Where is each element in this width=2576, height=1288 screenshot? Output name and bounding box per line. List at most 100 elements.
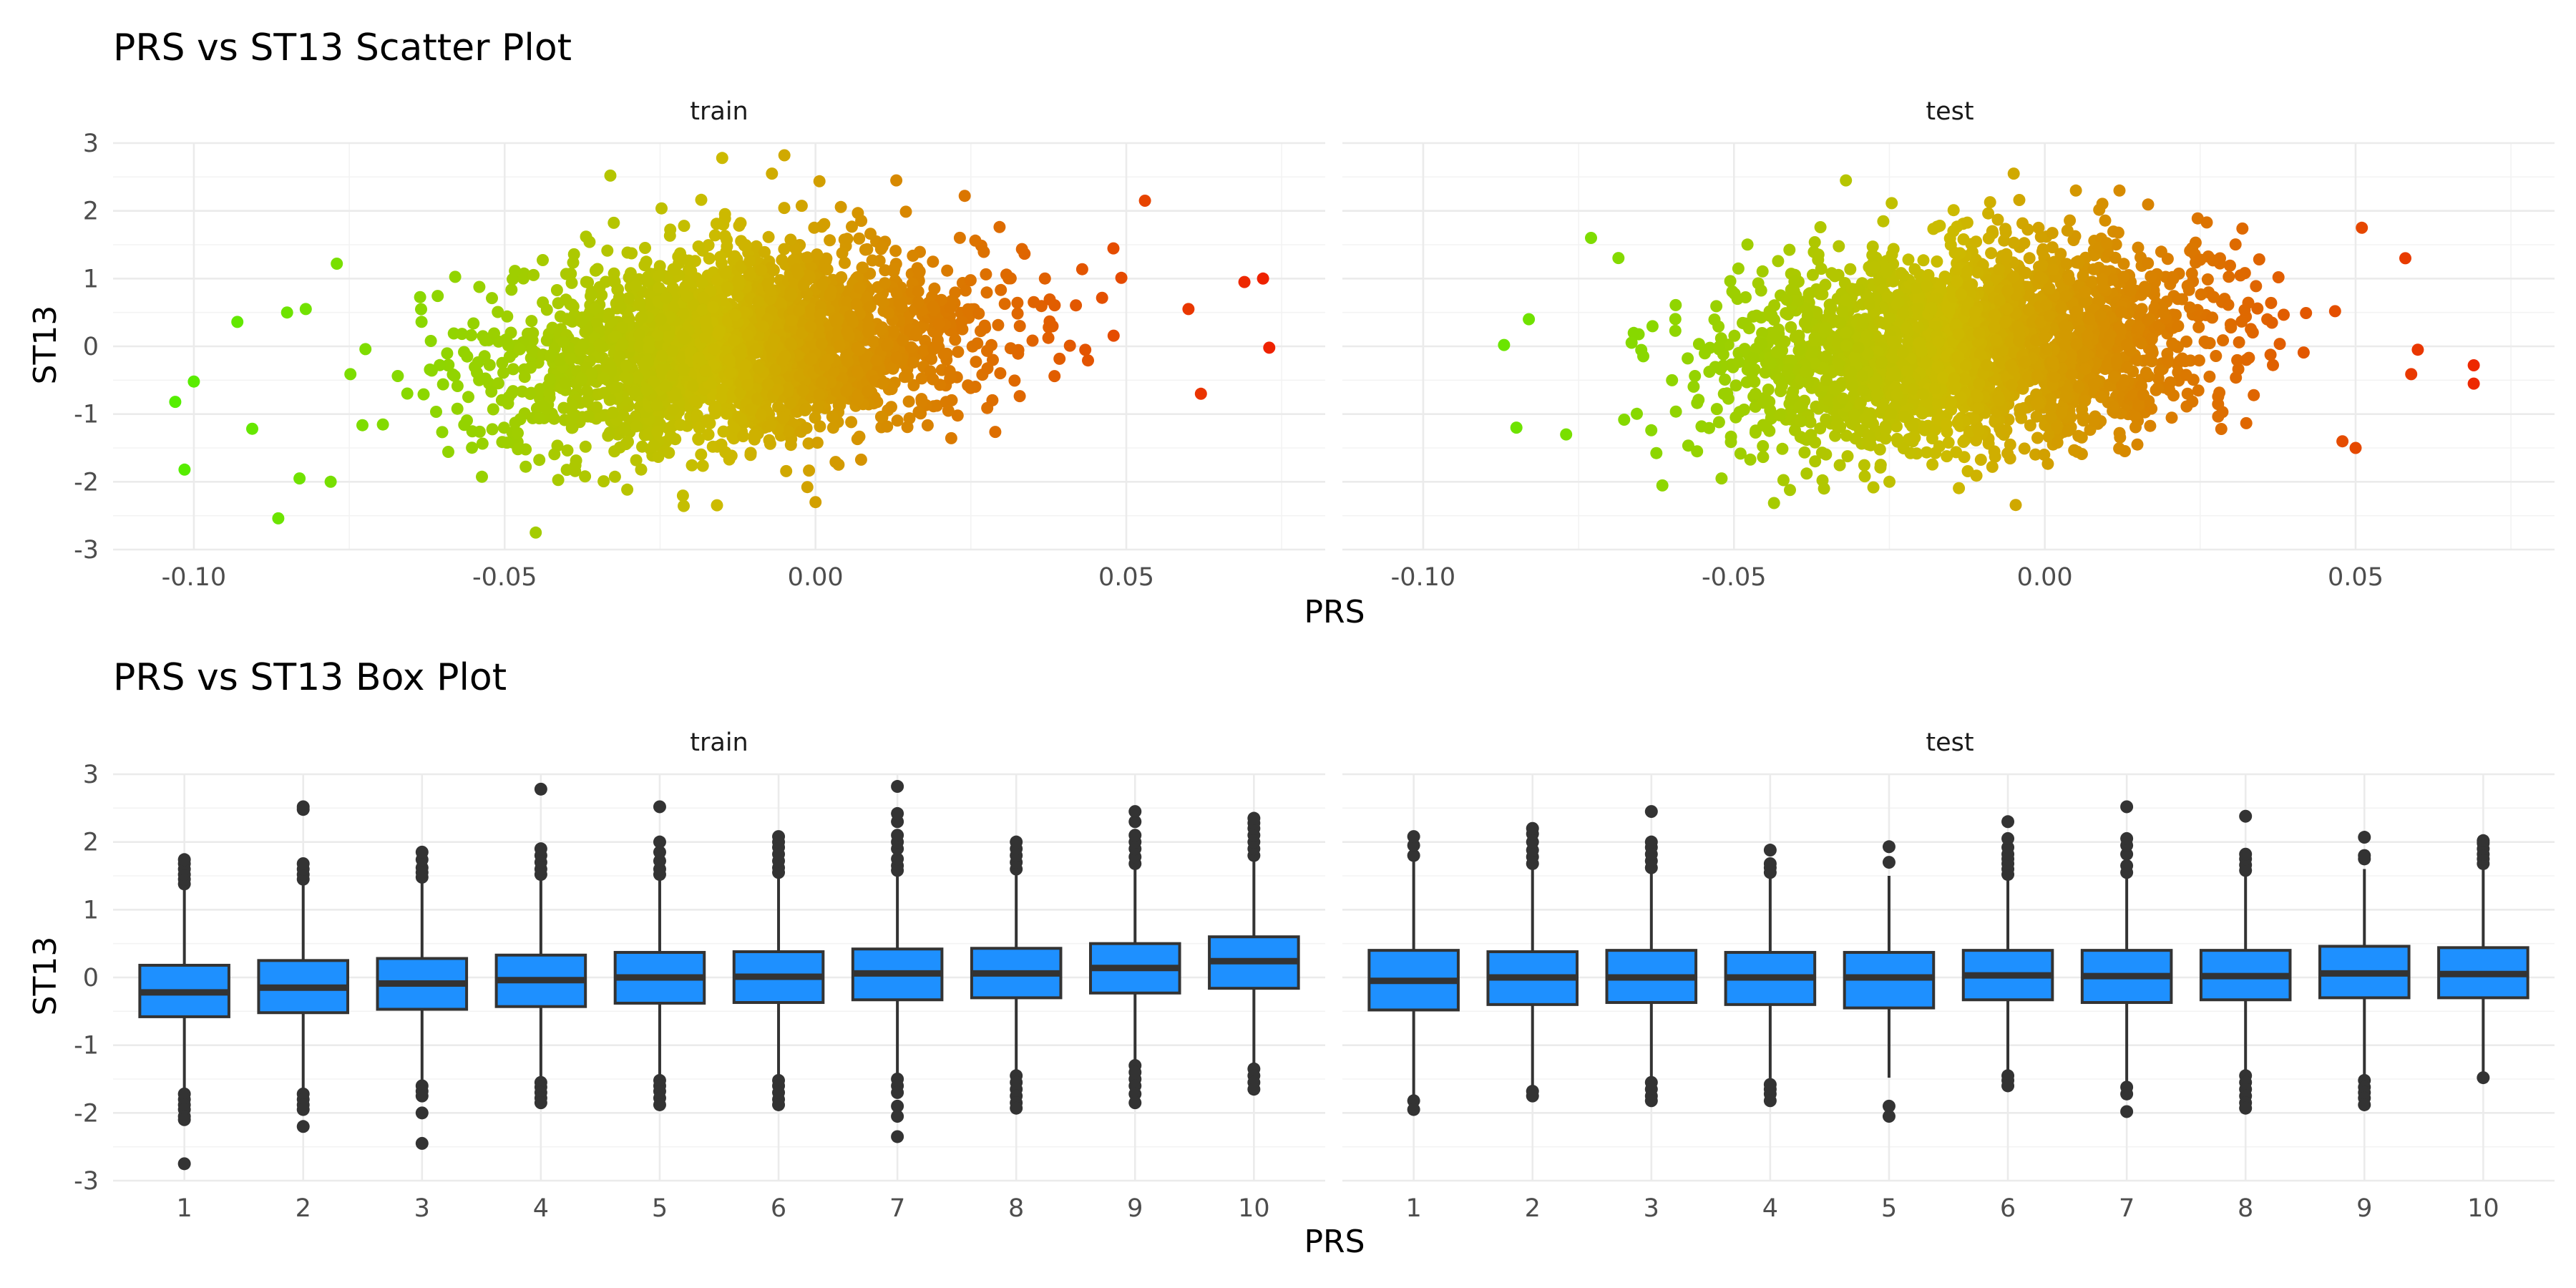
scatter-point [1692, 394, 1705, 406]
scatter-point [766, 167, 779, 180]
scatter-point [579, 470, 592, 483]
scatter-point [525, 361, 537, 374]
scatter-point [2018, 237, 2031, 250]
scatter-point [846, 220, 858, 233]
scatter-point [854, 453, 867, 466]
scatter-point [748, 429, 761, 441]
scatter-point [816, 376, 828, 389]
scatter-point [885, 401, 897, 414]
scatter-point [2161, 253, 2174, 265]
scatter-point [1999, 226, 2012, 239]
scatter-point [945, 394, 958, 406]
scatter-point [814, 420, 826, 433]
scatter-point [636, 440, 648, 453]
scatter-point [891, 414, 904, 427]
scatter-point [2124, 284, 2137, 297]
scatter-point [1682, 352, 1694, 365]
scatter-point [1805, 429, 1818, 441]
scatter-point [653, 270, 665, 283]
scatter-point [686, 459, 698, 472]
scatter-point [696, 459, 709, 472]
scatter-point [1692, 338, 1705, 351]
y-tick-label: -3 [74, 536, 99, 565]
scatter-point [850, 298, 863, 311]
scatter-point [1689, 370, 1702, 382]
scatter-point [708, 358, 720, 371]
scatter-point [720, 407, 733, 420]
scatter-point [344, 368, 357, 381]
scatter-point [677, 253, 689, 265]
scatter-point [735, 260, 747, 273]
scatter-point [545, 348, 557, 361]
scatter-point [728, 308, 741, 321]
scatter-point [667, 301, 680, 314]
scatter-point [565, 268, 577, 280]
scatter-point [1138, 195, 1151, 207]
scatter-point [781, 382, 794, 395]
scatter-point [1687, 380, 1700, 393]
scatter-point [653, 281, 665, 294]
scatter-point [881, 339, 893, 352]
scatter-point [901, 421, 914, 434]
scatter-point [1877, 215, 1890, 228]
scatter-point [962, 303, 975, 316]
scatter-point [1858, 470, 1871, 483]
scatter-point [708, 343, 721, 356]
scatter-point [553, 354, 566, 367]
scatter-point [2246, 326, 2259, 339]
scatter-point [2248, 389, 2260, 401]
scatter-point [697, 291, 710, 304]
scatter-point [1833, 240, 1845, 253]
scatter-point [2232, 363, 2245, 376]
scatter-point [1957, 233, 1970, 245]
scatter-point [401, 387, 414, 400]
scatter-point [1873, 443, 1886, 456]
scatter-point [779, 350, 791, 363]
scatter-point [887, 325, 900, 338]
scatter-point [802, 437, 815, 450]
scatter-point [1820, 350, 1833, 363]
scatter-point [881, 420, 894, 433]
scatter-point [815, 338, 828, 350]
scatter-point [597, 386, 610, 399]
scatter-point [944, 301, 957, 314]
scatter-point [841, 326, 854, 338]
scatter-point [890, 287, 903, 300]
scatter-point [501, 436, 514, 449]
scatter-point [793, 370, 806, 382]
scatter-point [678, 499, 690, 512]
scatter-point [2167, 273, 2180, 286]
scatter-point [415, 303, 427, 316]
scatter-point [456, 328, 469, 341]
scatter-point [509, 416, 522, 429]
scatter-point [561, 444, 574, 457]
scatter-point [664, 429, 677, 442]
scatter-point [688, 394, 701, 407]
scatter-point [1981, 358, 1994, 371]
scatter-point [2179, 355, 2192, 368]
scatter-point [621, 436, 634, 449]
scatter-point [809, 496, 822, 509]
scatter-point [877, 296, 889, 309]
x-tick-label: -0.10 [162, 563, 227, 592]
scatter-point [702, 239, 715, 252]
scatter-point [178, 463, 191, 476]
scatter-point [430, 406, 442, 418]
scatter-point [915, 396, 928, 409]
scatter-point [2059, 390, 2072, 403]
scatter-point [888, 262, 901, 275]
scatter-point [808, 221, 821, 234]
scatter-point [702, 428, 715, 441]
scatter-point [718, 230, 731, 243]
scatter-point [1867, 481, 1880, 494]
scatter-point [1070, 299, 1083, 312]
scatter-point [1717, 388, 1730, 400]
scatter-point [537, 399, 550, 412]
scatter-point [575, 315, 587, 328]
scatter-point [1961, 216, 1974, 229]
scatter-point [414, 291, 426, 303]
scatter-point [2328, 305, 2341, 318]
scatter-point [1038, 272, 1051, 285]
scatter-point [1874, 459, 1887, 472]
scatter-point [2055, 302, 2068, 315]
